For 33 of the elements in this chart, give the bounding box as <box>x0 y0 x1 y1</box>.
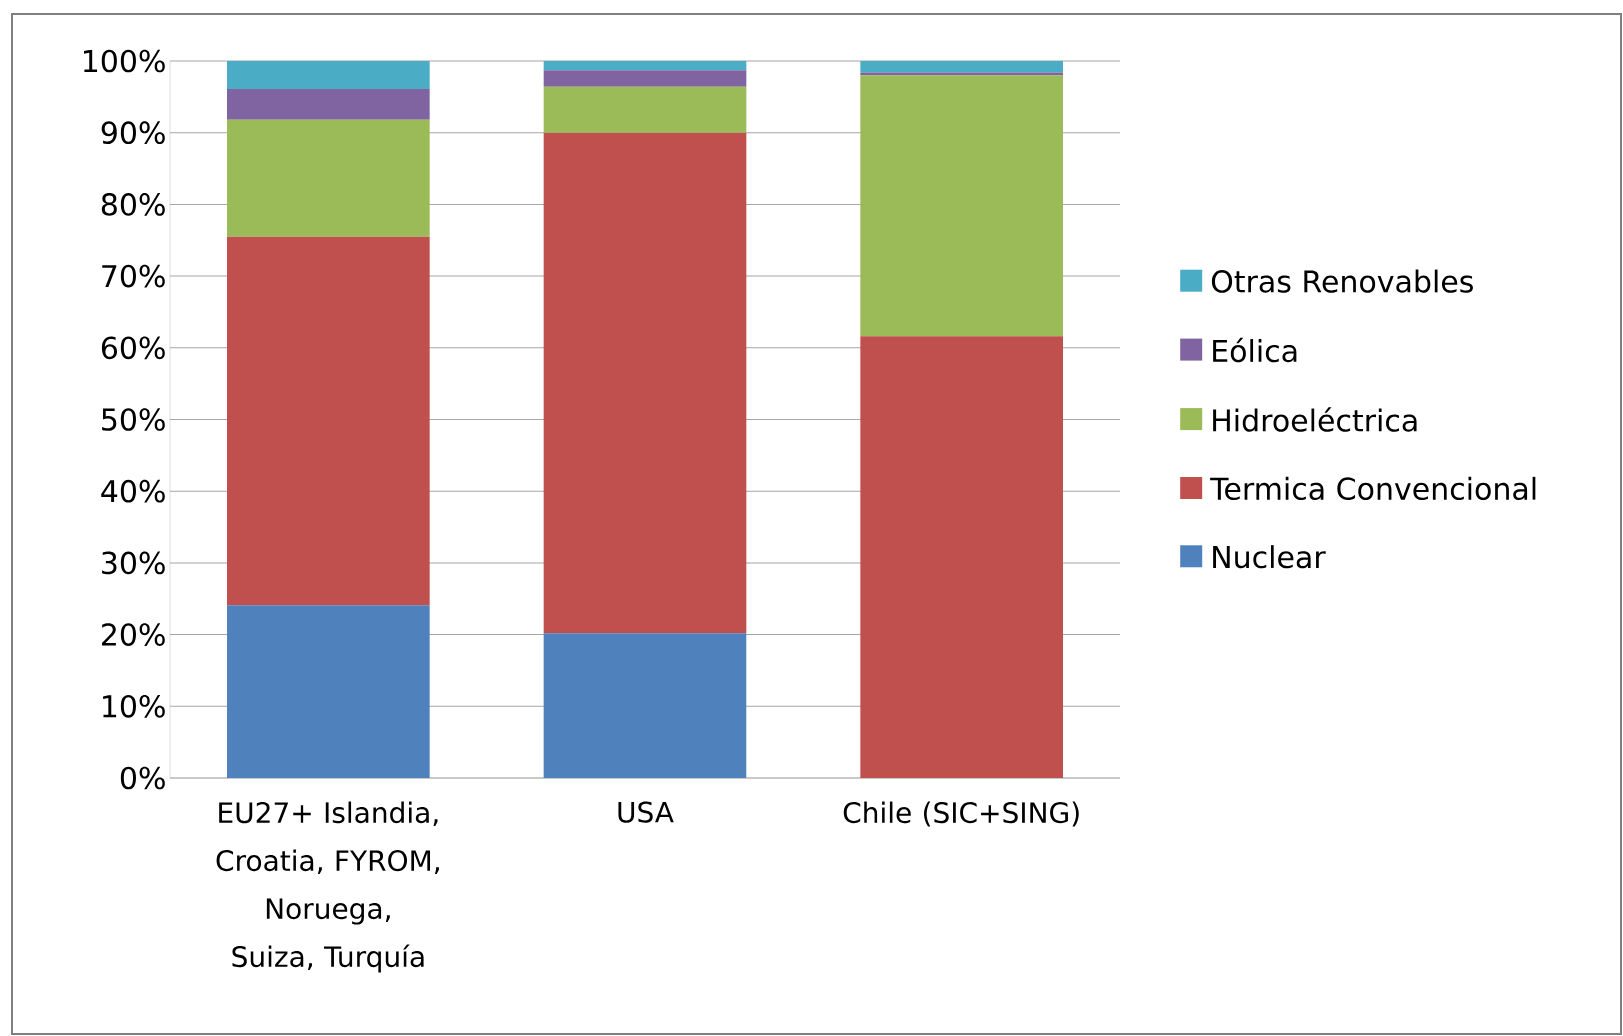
bar <box>543 633 747 778</box>
bar <box>860 75 1063 337</box>
y-tick-label: 100% <box>84 49 165 73</box>
y-tick-label: 70% <box>102 264 165 288</box>
bar <box>860 336 1063 778</box>
y-tick-label: 0% <box>120 766 165 790</box>
y-tick-label: 60% <box>101 336 165 360</box>
bar <box>227 605 430 778</box>
bar <box>227 88 430 120</box>
x-tick-label: EU27+ Islandia, Croatia, FYROM, Noruega, Suiza, Turquía <box>216 801 439 973</box>
bar <box>543 70 747 87</box>
legend-label: Otras Renovables <box>1211 269 1473 293</box>
y-tick-label: 30% <box>102 551 165 575</box>
bar <box>543 60 747 71</box>
legend-label: Eólica <box>1213 337 1297 363</box>
bar <box>543 86 747 133</box>
bar <box>227 236 430 606</box>
y-tick-label: 90% <box>101 121 165 145</box>
y-tick-label: 80% <box>101 193 165 216</box>
x-tick-label: Chile (SIC+SING) <box>843 801 1079 827</box>
y-tick-label: 10% <box>103 694 165 718</box>
legend-label: Hidroeléctrica <box>1213 407 1417 432</box>
bar <box>543 132 747 634</box>
y-tick-label: 50% <box>102 408 165 431</box>
bar <box>227 119 430 237</box>
x-tick-label: USA <box>618 801 674 823</box>
bar <box>860 72 1063 76</box>
bar <box>227 60 430 89</box>
legend-label: Termica Convencional <box>1210 476 1536 501</box>
y-tick-label: 20% <box>101 623 165 646</box>
legend-label: Nuclear <box>1213 545 1326 569</box>
bar <box>860 60 1063 73</box>
y-tick-label: 40% <box>101 479 165 503</box>
